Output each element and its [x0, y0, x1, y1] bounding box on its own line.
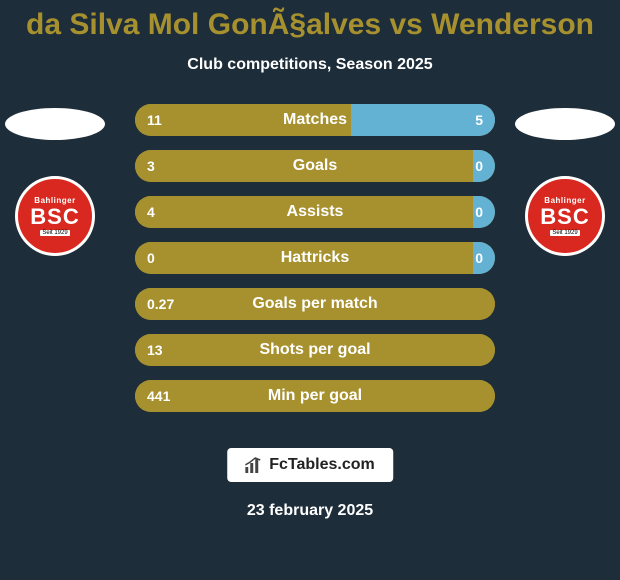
stat-value-left: 3	[135, 150, 167, 182]
stat-value-right: 0	[463, 242, 495, 274]
stat-bar-left-fill	[135, 288, 495, 320]
date-label: 23 february 2025	[0, 502, 620, 520]
stat-value-right: 0	[463, 196, 495, 228]
stat-value-right: 5	[463, 104, 495, 136]
badge-text-mid: BSC	[30, 206, 79, 228]
stat-value-left: 4	[135, 196, 167, 228]
stat-value-left: 0.27	[135, 288, 186, 320]
badge-text-bot: Seit 1929	[40, 230, 69, 236]
stat-row: 441Min per goal	[135, 380, 495, 412]
content-area: Bahlinger BSC Seit 1929 Bahlinger BSC Se…	[0, 104, 620, 444]
player-left-photo-placeholder	[5, 108, 105, 140]
player-right-club-badge: Bahlinger BSC Seit 1929	[525, 176, 605, 256]
subtitle: Club competitions, Season 2025	[0, 56, 620, 74]
player-left-column: Bahlinger BSC Seit 1929	[0, 104, 110, 256]
page-title: da Silva Mol GonÃ§alves vs Wenderson	[0, 0, 620, 42]
stat-value-left: 0	[135, 242, 167, 274]
badge-text-mid: BSC	[540, 206, 589, 228]
stat-row: 0.27Goals per match	[135, 288, 495, 320]
brand-chart-icon	[245, 457, 263, 473]
stat-value-left: 441	[135, 380, 182, 412]
stat-label: Hattricks	[135, 242, 495, 274]
stat-value-left: 11	[135, 104, 174, 136]
player-right-column: Bahlinger BSC Seit 1929	[510, 104, 620, 256]
player-left-club-badge: Bahlinger BSC Seit 1929	[15, 176, 95, 256]
stat-row: 0 0Hattricks	[135, 242, 495, 274]
stat-row: 30Goals	[135, 150, 495, 182]
stat-value-right: 0	[463, 150, 495, 182]
stat-bar-left-fill	[135, 380, 495, 412]
stat-value-left: 13	[135, 334, 175, 366]
stat-row: 13Shots per goal	[135, 334, 495, 366]
comparison-card: da Silva Mol GonÃ§alves vs Wenderson Clu…	[0, 0, 620, 580]
stat-row: 40Assists	[135, 196, 495, 228]
brand-box[interactable]: FcTables.com	[227, 448, 393, 482]
badge-text-bot: Seit 1929	[550, 230, 579, 236]
brand-label: FcTables.com	[269, 456, 375, 474]
stat-bar-left-fill	[135, 334, 495, 366]
stat-bars: 115Matches30Goals40Assists00Hattricks0.2…	[135, 104, 495, 412]
player-right-photo-placeholder	[515, 108, 615, 140]
stat-row: 115Matches	[135, 104, 495, 136]
